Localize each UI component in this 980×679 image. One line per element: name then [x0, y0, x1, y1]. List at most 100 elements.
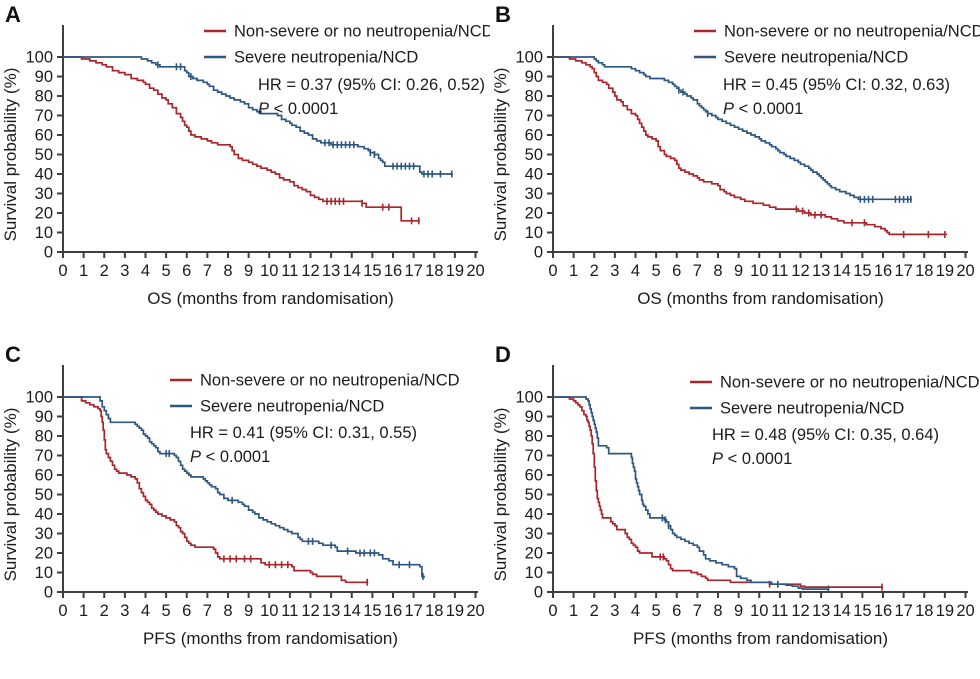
km-curve-severe: [63, 396, 425, 579]
y-tick-label: 90: [525, 68, 543, 86]
y-tick-label: 0: [534, 584, 543, 602]
y-axis-label: Survival probability (%): [1, 408, 20, 582]
x-tick-label: 17: [404, 602, 422, 620]
x-tick-label: 0: [548, 602, 557, 620]
y-tick-label: 90: [525, 408, 543, 426]
x-tick-label: 14: [833, 262, 851, 280]
y-tick-label: 50: [525, 486, 543, 504]
x-tick-label: 6: [182, 602, 191, 620]
y-tick-label: 70: [35, 447, 53, 465]
x-tick-label: 7: [693, 262, 702, 280]
x-tick-label: 4: [141, 602, 150, 620]
x-tick-label: 17: [894, 262, 912, 280]
x-tick-label: 3: [610, 602, 619, 620]
x-tick-label: 13: [322, 602, 340, 620]
x-tick-label: 4: [631, 262, 640, 280]
x-tick-label: 11: [281, 262, 298, 280]
x-tick-label: 8: [713, 602, 722, 620]
y-tick-label: 20: [35, 205, 53, 223]
x-tick-label: 4: [631, 602, 640, 620]
hr-annotation: HR = 0.37 (95% CI: 0.26, 0.52): [258, 76, 485, 94]
legend-label-nonsevere: Non-severe or no neutropenia/NCD: [200, 372, 460, 390]
x-tick-label: 13: [322, 262, 340, 280]
x-tick-label: 19: [936, 602, 954, 620]
y-tick-label: 40: [525, 166, 543, 184]
y-tick-label: 80: [525, 428, 543, 446]
p-value-annotation: P < 0.0001: [712, 450, 792, 468]
p-value-annotation: P < 0.0001: [190, 448, 270, 466]
legend-label-nonsevere: Non-severe or no neutropenia/NCD: [234, 23, 490, 41]
x-axis-label: OS (months from randomisation): [637, 289, 884, 308]
legend-label-severe: Severe neutropenia/NCD: [724, 49, 908, 67]
x-tick-label: 7: [693, 602, 702, 620]
y-tick-label: 80: [35, 88, 53, 106]
panel-letter-c: C: [5, 342, 21, 367]
y-tick-label: 60: [35, 467, 53, 485]
panel-d: D 0 10 20 30 40 50 60 70 80 90 100 0 1 2 3 4 5 6 7 8 9 10 11 12…: [490, 340, 980, 679]
y-tick-label: 30: [35, 185, 53, 203]
km-curve-nonsevere: [553, 396, 883, 588]
x-tick-label: 13: [812, 602, 830, 620]
y-tick-label: 70: [525, 447, 543, 465]
km-curve-nonsevere: [553, 56, 947, 236]
y-tick-label: 30: [525, 185, 543, 203]
y-tick-label: 100: [25, 49, 53, 67]
x-tick-label: 8: [713, 262, 722, 280]
x-tick-label: 9: [734, 262, 743, 280]
x-tick-label: 20: [466, 602, 484, 620]
y-tick-label: 70: [525, 107, 543, 125]
x-tick-label: 19: [446, 262, 464, 280]
y-tick-label: 10: [35, 564, 53, 582]
x-tick-label: 5: [162, 262, 171, 280]
x-tick-label: 5: [652, 602, 661, 620]
x-tick-label: 12: [301, 262, 319, 280]
x-tick-label: 2: [590, 602, 599, 620]
km-curve-severe: [553, 396, 830, 590]
y-tick-label: 40: [35, 506, 53, 524]
x-tick-label: 3: [610, 262, 619, 280]
y-tick-label: 100: [515, 49, 543, 67]
x-tick-label: 4: [141, 262, 150, 280]
x-tick-label: 18: [915, 602, 933, 620]
y-tick-label: 30: [35, 525, 53, 543]
y-tick-label: 20: [525, 545, 543, 563]
x-tick-label: 8: [223, 262, 232, 280]
x-tick-label: 2: [100, 262, 109, 280]
x-axis-label: PFS (months from randomisation): [143, 629, 398, 648]
x-tick-label: 16: [384, 262, 402, 280]
p-value-annotation: P < 0.0001: [723, 100, 803, 118]
y-tick-label: 100: [515, 389, 543, 407]
y-tick-label: 40: [35, 166, 53, 184]
x-tick-label: 6: [182, 262, 191, 280]
legend-label-severe: Severe neutropenia/NCD: [200, 398, 384, 416]
y-tick-label: 90: [35, 68, 53, 86]
x-tick-label: 10: [260, 602, 278, 620]
x-tick-label: 16: [874, 602, 892, 620]
x-tick-label: 12: [791, 602, 809, 620]
x-tick-label: 6: [672, 262, 681, 280]
y-tick-label: 30: [525, 525, 543, 543]
x-tick-label: 17: [894, 602, 912, 620]
x-tick-label: 11: [771, 262, 788, 280]
x-tick-label: 10: [260, 262, 278, 280]
x-tick-label: 8: [223, 602, 232, 620]
x-tick-label: 10: [750, 262, 768, 280]
legend-label-severe: Severe neutropenia/NCD: [234, 49, 418, 67]
x-tick-label: 14: [343, 602, 361, 620]
x-tick-label: 18: [425, 602, 443, 620]
panel-a: A 0 10 20 30 40 50 60 70 80 90 100 0 1 2 3 4 5 6 7 8 9 10 11 12…: [0, 0, 490, 340]
x-tick-label: 1: [569, 602, 578, 620]
x-tick-label: 2: [100, 602, 109, 620]
y-tick-label: 10: [525, 224, 543, 242]
panel-letter-b: B: [495, 2, 511, 27]
y-tick-label: 80: [525, 88, 543, 106]
x-axis-label: PFS (months from randomisation): [633, 629, 888, 648]
x-tick-label: 13: [812, 262, 830, 280]
x-tick-label: 9: [244, 602, 253, 620]
x-tick-label: 16: [384, 602, 402, 620]
x-tick-label: 12: [791, 262, 809, 280]
x-tick-label: 6: [672, 602, 681, 620]
